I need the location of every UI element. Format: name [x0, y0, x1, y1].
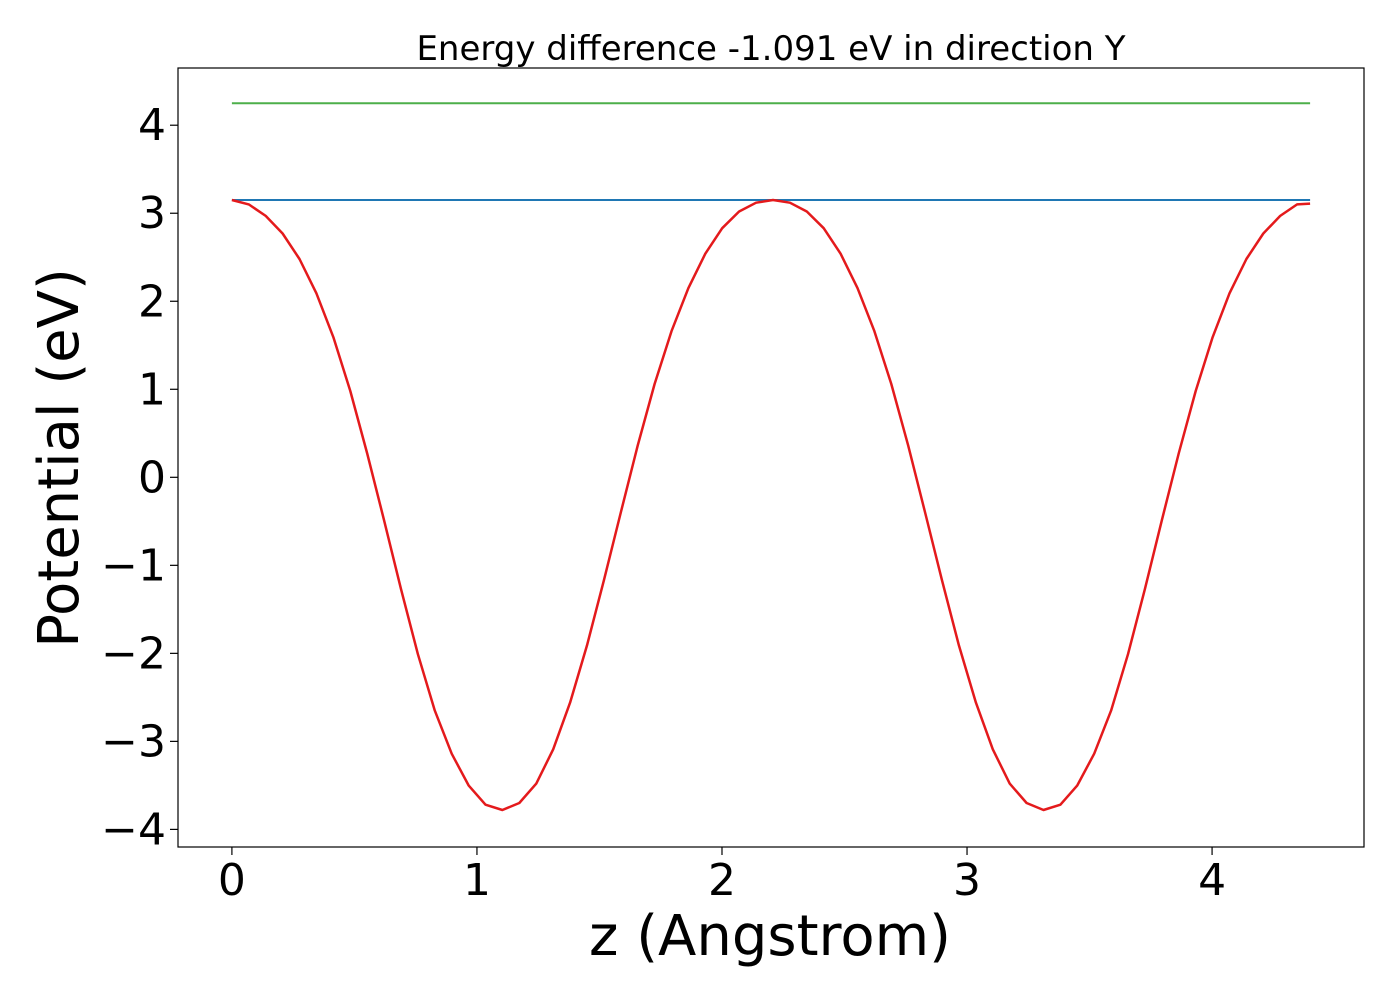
x-tick-label: 4: [1198, 855, 1226, 906]
y-tick-label: −3: [101, 716, 166, 767]
y-tick-label: −1: [101, 540, 166, 591]
y-axis: −4 −3 −2 −1 0 1 2 3 4: [101, 100, 178, 855]
y-tick-label: −2: [101, 628, 166, 679]
chart-title: Energy difference -1.091 eV in direction…: [416, 29, 1125, 69]
x-tick-label: 1: [463, 855, 491, 906]
y-tick-label: 3: [138, 188, 166, 239]
y-tick-label: 0: [138, 452, 166, 503]
x-tick-label: 0: [218, 855, 246, 906]
series-line-0: [231, 198, 1311, 812]
x-tick-label: 2: [708, 855, 736, 906]
plot-frame: [177, 67, 1365, 848]
series-layer: [231, 102, 1311, 812]
x-tick-label: 3: [953, 855, 981, 906]
x-axis-label: z (Angstrom): [589, 904, 951, 969]
y-tick-label: 1: [138, 364, 166, 415]
y-tick-label: 2: [138, 276, 166, 327]
y-tick-label: −4: [101, 804, 166, 855]
x-axis: 0 1 2 3 4: [218, 847, 1226, 906]
y-tick-label: 4: [138, 100, 166, 151]
y-axis-label: Potential (eV): [27, 268, 92, 648]
